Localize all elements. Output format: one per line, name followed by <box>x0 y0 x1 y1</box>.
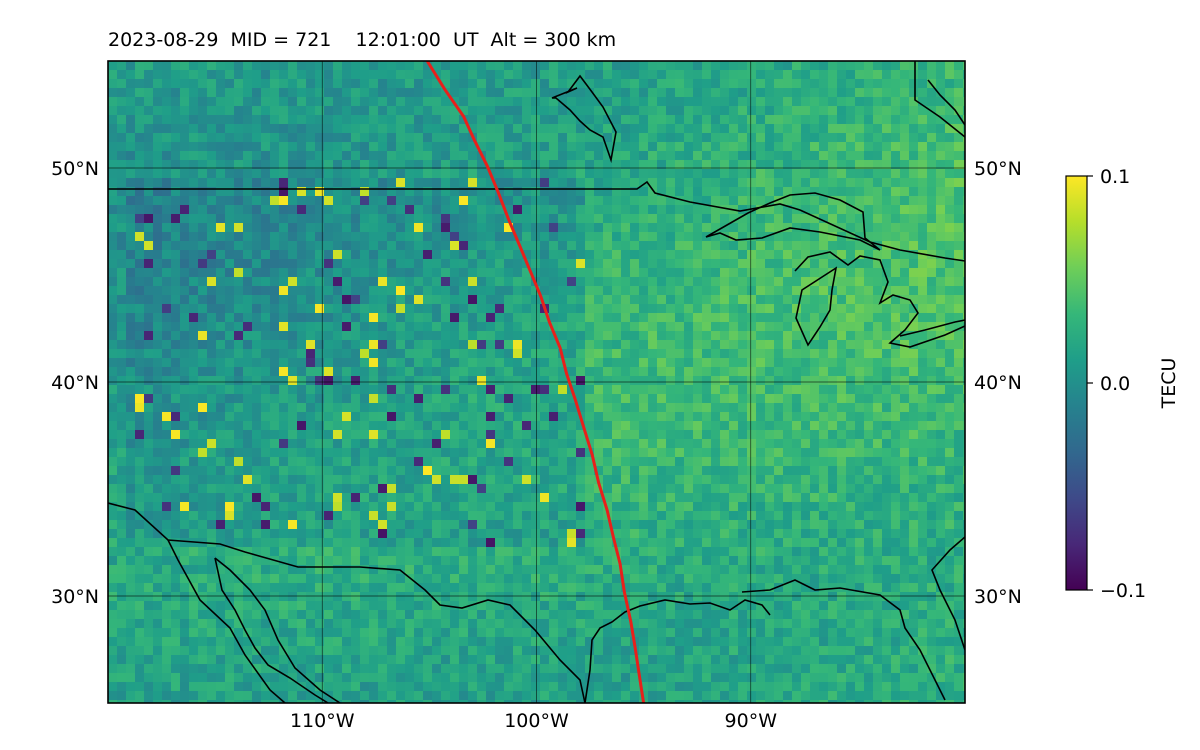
lat-tick-label-right: 50°N <box>974 158 1022 180</box>
lon-tick-label: 110°W <box>290 710 355 732</box>
colorbar-tick-label: 0.1 <box>1100 166 1130 188</box>
lat-tick-label-left: 50°N <box>51 158 99 180</box>
lat-tick-label-right: 30°N <box>974 586 1022 608</box>
map-frame <box>107 60 966 704</box>
coastline-great-lakes-erie <box>899 319 965 337</box>
lat-tick-label-left: 40°N <box>51 372 99 394</box>
coastline-east-canada <box>927 79 965 126</box>
colorbar-gradient <box>1066 176 1087 590</box>
colorbar-ticks: 0.1 0.0 −0.1 <box>1087 166 1146 602</box>
coastline-mexico-west <box>214 557 329 703</box>
coastline-great-lakes-superior <box>705 192 881 251</box>
coastline-northeast <box>914 61 965 138</box>
coastline-atlantic <box>931 536 965 651</box>
graticule <box>108 61 965 703</box>
map-axes: 110°W 100°W 90°W 50°N 50°N 40°N 40°N 30°N 30°N <box>51 158 1022 732</box>
coastline-great-lakes-michigan <box>794 251 965 348</box>
lon-tick-label: 90°W <box>725 710 778 732</box>
colorbar-tick-label: −0.1 <box>1100 580 1146 602</box>
lon-tick-label: 100°W <box>504 710 569 732</box>
lat-tick-label-left: 30°N <box>51 586 99 608</box>
coastline-gulf <box>584 599 771 703</box>
border-us-canada <box>108 180 965 262</box>
coastline-hudson-bay <box>551 74 617 164</box>
coastline-florida-panhandle <box>741 579 946 701</box>
colorbar: 0.1 0.0 −0.1 TECU <box>1065 166 1180 602</box>
plot-title: 2023-08-29 MID = 721 12:01:00 UT Alt = 3… <box>108 29 617 51</box>
border-us-mexico <box>108 502 586 703</box>
solar-terminator-line <box>425 61 646 703</box>
tec-raster <box>108 61 965 703</box>
colorbar-label: TECU <box>1158 358 1180 410</box>
colorbar-tick-label: 0.0 <box>1100 373 1130 395</box>
coastlines <box>108 61 965 703</box>
lat-tick-label-right: 40°N <box>974 372 1022 394</box>
coastline-baja <box>167 539 341 703</box>
